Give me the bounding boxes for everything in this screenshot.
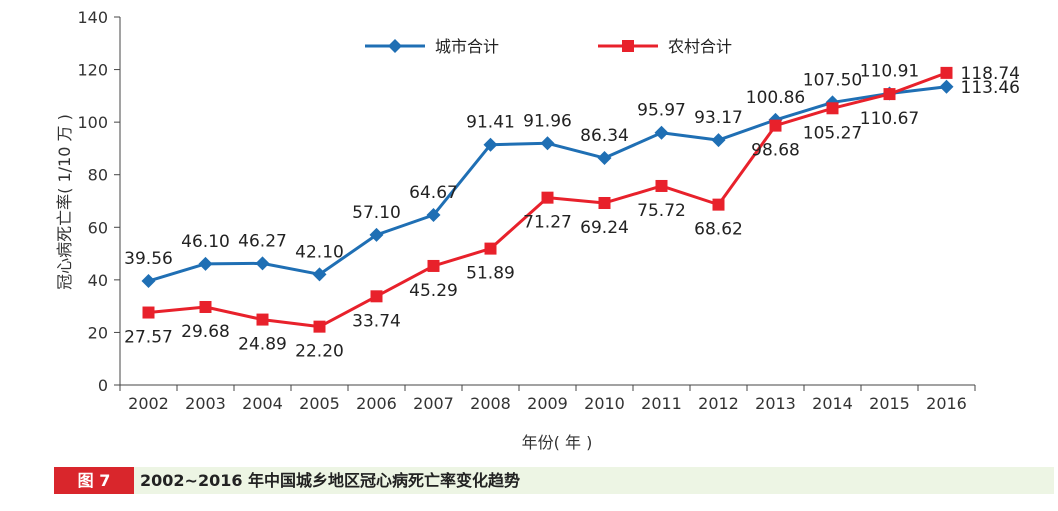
- urban-data-label: 64.67: [409, 183, 458, 203]
- x-tick-label: 2010: [584, 394, 625, 413]
- rural-data-point: [142, 306, 155, 319]
- urban-data-point: [654, 125, 669, 140]
- x-tick-label: 2005: [299, 394, 340, 413]
- urban-data-label: 95.97: [637, 101, 686, 121]
- urban-data-label: 91.41: [466, 113, 515, 133]
- urban-data-label: 91.96: [523, 111, 572, 131]
- urban-data-label: 46.27: [238, 231, 287, 251]
- rural-data-label: 75.72: [637, 201, 686, 221]
- urban-data-label: 113.46: [961, 78, 1020, 98]
- rural-data-label: 98.68: [751, 141, 800, 161]
- x-tick-label: 2008: [470, 394, 511, 413]
- urban-data-point: [483, 137, 498, 152]
- x-tick-label: 2003: [185, 394, 226, 413]
- urban-data-label: 86.34: [580, 126, 629, 146]
- y-tick-label: 40: [88, 271, 108, 290]
- y-tick-label: 0: [98, 376, 108, 395]
- x-tick-label: 2014: [812, 394, 853, 413]
- rural-data-label: 29.68: [181, 322, 230, 342]
- rural-data-point: [256, 313, 269, 326]
- urban-data-point: [540, 136, 555, 151]
- y-axis-title: 冠心病死亡率( 1/10 万 ): [55, 114, 74, 290]
- y-tick-label: 100: [77, 113, 108, 132]
- urban-data-point: [597, 151, 612, 166]
- urban-data-point: [255, 256, 270, 271]
- rural-data-point: [541, 191, 554, 204]
- rural-data-point: [769, 119, 782, 132]
- chart-legend: 城市合计 农村合计: [365, 37, 732, 56]
- y-tick-label: 140: [77, 8, 108, 27]
- rural-data-label: 71.27: [523, 213, 572, 233]
- urban-data-label: 107.50: [803, 70, 862, 90]
- rural-data-label: 69.24: [580, 218, 629, 238]
- y-tick-label: 20: [88, 323, 108, 342]
- urban-data-point: [939, 79, 954, 94]
- urban-data-label: 57.10: [352, 203, 401, 223]
- urban-data-label: 100.86: [746, 88, 805, 108]
- rural-data-label: 45.29: [409, 281, 458, 301]
- x-tick-label: 2007: [413, 394, 454, 413]
- rural-data-point: [826, 102, 839, 115]
- rural-data-point: [712, 198, 725, 211]
- y-tick-label: 80: [88, 166, 108, 185]
- urban-data-label: 42.10: [295, 242, 344, 262]
- rural-data-point: [598, 196, 611, 209]
- urban-data-point: [141, 274, 156, 289]
- urban-data-label: 46.10: [181, 232, 230, 252]
- x-tick-label: 2015: [869, 394, 910, 413]
- rural-data-point: [370, 290, 383, 303]
- rural-data-point: [199, 300, 212, 313]
- urban-data-point: [426, 208, 441, 223]
- urban-data-label: 39.56: [124, 249, 173, 269]
- chart-axes: 0 20 40 60 80 100 120 140 2002 2003 2004 2005 2006 20…: [77, 8, 976, 413]
- legend-urban-label: 城市合计: [435, 37, 499, 56]
- chart-data-labels: 39.56 46.10 46.27 42.10 57.10 64.67 91.41 91.96…: [124, 61, 1020, 361]
- x-tick-label: 2006: [356, 394, 397, 413]
- rural-data-point: [484, 242, 497, 255]
- x-tick-label: 2016: [926, 394, 967, 413]
- rural-data-label: 33.74: [352, 311, 401, 331]
- rural-data-point: [313, 320, 326, 333]
- legend-rural-swatch-marker: [622, 40, 634, 52]
- legend-urban-swatch-marker: [388, 39, 402, 53]
- urban-data-point: [312, 267, 327, 282]
- rural-data-point: [883, 88, 896, 101]
- rural-data-label: 24.89: [238, 335, 287, 355]
- x-tick-label: 2013: [755, 394, 796, 413]
- rural-data-point: [655, 179, 668, 192]
- rural-data-label: 51.89: [466, 264, 515, 284]
- urban-data-point: [369, 227, 384, 242]
- x-tick-label: 2002: [128, 394, 169, 413]
- urban-data-point: [198, 256, 213, 271]
- rural-data-label: 68.62: [694, 220, 743, 240]
- x-tick-label: 2004: [242, 394, 283, 413]
- rural-data-label: 110.67: [860, 109, 919, 129]
- figure-number-badge: 图 7: [54, 467, 134, 494]
- line-chart: 0 20 40 60 80 100 120 140 2002 2003 2004 2005 2006 20…: [55, 8, 1020, 452]
- x-axis-title: 年份( 年 ): [522, 433, 593, 452]
- urban-data-label: 110.91: [860, 61, 919, 81]
- y-tick-label: 60: [88, 218, 108, 237]
- figure-caption: 图 7 2002~2016 年中国城乡地区冠心病死亡率变化趋势: [54, 467, 1054, 494]
- y-tick-label: 120: [77, 61, 108, 80]
- figure-title: 2002~2016 年中国城乡地区冠心病死亡率变化趋势: [140, 471, 521, 490]
- rural-data-point: [940, 66, 953, 79]
- urban-data-point: [711, 133, 726, 148]
- rural-data-point: [427, 259, 440, 272]
- x-tick-label: 2011: [641, 394, 682, 413]
- rural-data-label: 118.74: [961, 64, 1020, 84]
- legend-rural-label: 农村合计: [668, 37, 732, 56]
- x-tick-label: 2009: [527, 394, 568, 413]
- urban-data-label: 93.17: [694, 108, 743, 128]
- chart-series: [141, 66, 954, 333]
- rural-data-label: 105.27: [803, 123, 862, 143]
- rural-data-label: 22.20: [295, 342, 344, 362]
- rural-data-label: 27.57: [124, 328, 173, 348]
- x-tick-label: 2012: [698, 394, 739, 413]
